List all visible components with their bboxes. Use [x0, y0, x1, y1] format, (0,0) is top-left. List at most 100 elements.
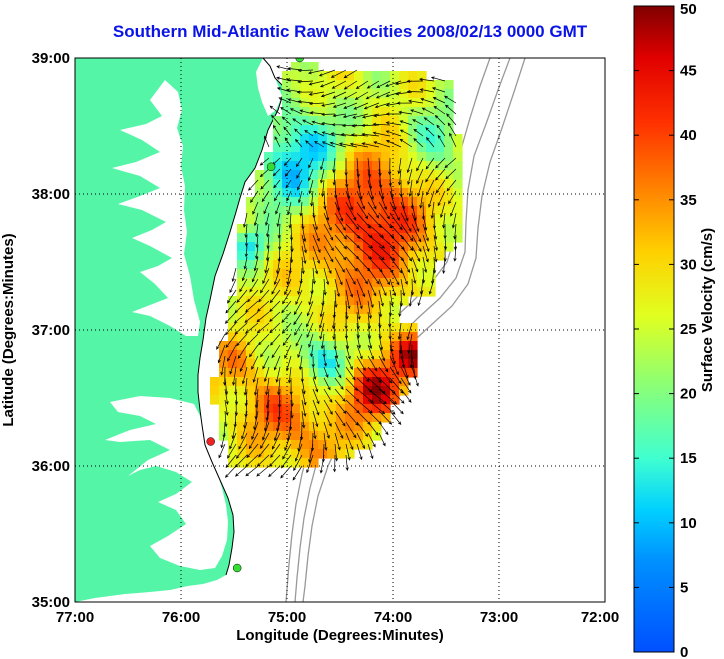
velocity-arrow — [312, 223, 320, 242]
velocity-cell — [255, 170, 265, 180]
velocity-cell — [372, 341, 382, 351]
velocity-arrow — [225, 454, 237, 469]
map-title: Southern Mid-Atlantic Raw Velocities 200… — [112, 22, 588, 41]
velocity-cell — [309, 440, 319, 450]
x-tick-label: 73:00 — [480, 609, 518, 626]
velocity-cell — [354, 260, 364, 270]
velocity-arrow — [323, 399, 333, 415]
velocity-cell — [273, 368, 283, 378]
velocity-cell — [444, 125, 454, 135]
velocity-cell — [327, 152, 337, 162]
velocity-arrow — [378, 333, 384, 351]
velocity-cell — [327, 89, 337, 99]
velocity-cell — [399, 80, 409, 90]
velocity-arrow — [378, 289, 384, 307]
velocity-arrow — [289, 108, 303, 115]
velocity-cell — [273, 179, 283, 189]
velocity-arrow — [256, 311, 270, 323]
velocity-arrow — [425, 127, 435, 137]
velocity-cell — [408, 242, 418, 252]
velocity-cell — [363, 350, 373, 360]
velocity-arrow — [234, 388, 239, 406]
velocity-cell — [255, 341, 265, 351]
velocity-cell — [282, 269, 292, 279]
velocity-arrow — [251, 267, 259, 283]
velocity-arrow — [378, 179, 385, 200]
velocity-cell — [336, 143, 346, 153]
velocity-cell — [372, 386, 382, 396]
velocity-cell — [273, 152, 283, 162]
velocity-arrow — [297, 344, 303, 359]
velocity-arrow — [319, 300, 325, 318]
velocity-cell — [426, 143, 436, 153]
velocity-arrow — [334, 256, 345, 273]
velocity-cell — [309, 116, 319, 126]
velocity-cell — [300, 260, 310, 270]
velocity-arrow — [323, 432, 328, 451]
radar-station-marker — [206, 437, 215, 446]
velocity-cell — [255, 440, 265, 450]
velocity-cell — [426, 251, 436, 261]
velocity-cell — [336, 422, 346, 432]
velocity-cell — [372, 170, 382, 180]
velocity-arrow — [262, 421, 270, 441]
velocity-cell — [381, 233, 391, 243]
x-tick-label: 76:00 — [162, 609, 200, 626]
velocity-cell — [246, 377, 256, 387]
velocity-arrow — [340, 133, 358, 137]
velocity-cell — [273, 359, 283, 369]
velocity-arrow — [345, 366, 356, 381]
velocity-arrow — [352, 113, 369, 119]
velocity-cell — [237, 287, 247, 297]
velocity-cell — [237, 377, 247, 387]
velocity-arrow — [261, 190, 270, 203]
velocity-arrow — [436, 124, 446, 137]
velocity-arrow — [272, 168, 281, 177]
velocity-cell — [273, 404, 283, 414]
velocity-arrow — [312, 234, 321, 254]
velocity-cell — [444, 89, 454, 99]
velocity-cell — [282, 71, 292, 81]
velocity-arrow — [363, 102, 380, 110]
velocity-cell — [408, 368, 418, 378]
colorbar-tick-label: 10 — [680, 515, 697, 532]
velocity-cell — [255, 278, 265, 288]
velocity-arrow — [252, 366, 259, 383]
velocity-arrow — [282, 333, 292, 346]
velocity-cell — [354, 188, 364, 198]
velocity-cell — [273, 440, 283, 450]
velocity-cell — [345, 206, 355, 216]
velocity-cell — [255, 431, 265, 441]
velocity-arrow — [430, 201, 435, 219]
velocity-arrow — [281, 116, 292, 126]
velocity-arrow — [245, 465, 259, 477]
velocity-cell — [399, 242, 409, 252]
velocity-cell — [264, 404, 274, 414]
velocity-cell — [318, 314, 328, 324]
velocity-cell — [390, 152, 400, 162]
velocity-arrow — [410, 109, 424, 115]
velocity-cell — [291, 449, 301, 459]
velocity-cell — [408, 233, 418, 243]
velocity-cell — [336, 125, 346, 135]
velocity-cell — [363, 395, 373, 405]
velocity-cell — [318, 143, 328, 153]
velocity-arrow — [421, 107, 435, 115]
velocity-cell — [219, 377, 229, 387]
velocity-arrow — [306, 300, 314, 317]
velocity-cell — [453, 206, 463, 216]
velocity-cell — [300, 80, 310, 90]
velocity-arrow — [444, 95, 457, 104]
velocity-arrow — [318, 311, 325, 329]
velocity-arrow — [253, 377, 259, 396]
velocity-cell — [264, 359, 274, 369]
velocity-cell — [354, 341, 364, 351]
velocity-cell — [255, 386, 265, 396]
velocity-arrow — [385, 80, 402, 88]
velocity-cell — [255, 269, 265, 279]
velocity-cell — [345, 98, 355, 108]
delaware-bay — [256, 58, 282, 116]
velocity-cell — [255, 359, 265, 369]
velocity-arrow — [413, 138, 424, 148]
velocity-cell — [372, 305, 382, 315]
